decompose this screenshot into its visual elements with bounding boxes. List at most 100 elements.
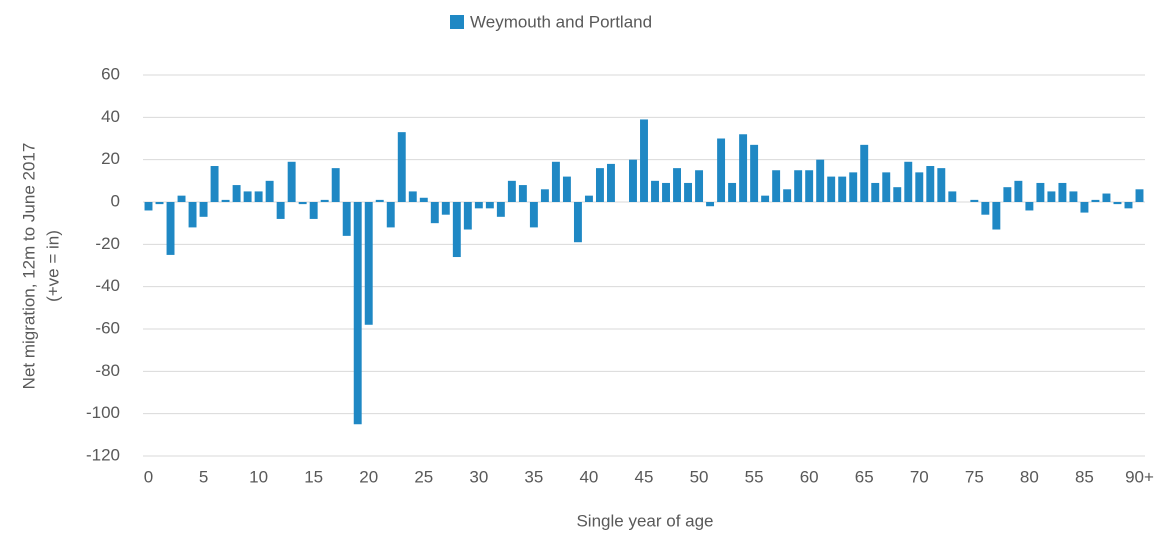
- bar: [540, 189, 549, 202]
- bar: [441, 202, 450, 215]
- bar: [827, 176, 836, 202]
- bar: [529, 202, 538, 228]
- bar: [386, 202, 395, 228]
- x-tick-label: 25: [414, 467, 433, 486]
- bar: [1058, 182, 1067, 202]
- bar: [177, 195, 186, 202]
- bar: [1069, 191, 1078, 202]
- bar: [926, 166, 935, 202]
- bar: [342, 202, 351, 236]
- bar: [1003, 187, 1012, 202]
- x-axis-title: Single year of age: [576, 511, 713, 530]
- bar: [1014, 180, 1023, 202]
- bar: [562, 176, 571, 202]
- bar: [1091, 199, 1100, 202]
- bar: [419, 197, 428, 202]
- bar: [573, 202, 582, 243]
- bar: [915, 172, 924, 202]
- bar: [1036, 182, 1045, 202]
- x-tick-label: 80: [1020, 467, 1039, 486]
- bar: [485, 202, 494, 209]
- bar: [276, 202, 285, 219]
- x-tick-label: 20: [359, 467, 378, 486]
- bar: [144, 202, 153, 211]
- bar: [1102, 193, 1111, 202]
- bar: [1113, 202, 1122, 205]
- bar: [375, 199, 384, 202]
- x-tick-label: 30: [469, 467, 488, 486]
- legend-label: Weymouth and Portland: [470, 12, 652, 31]
- y-tick-label: -20: [95, 234, 120, 253]
- y-tick-label: -60: [95, 318, 120, 337]
- bar: [706, 202, 715, 207]
- bar: [452, 202, 461, 258]
- bar: [695, 170, 704, 202]
- x-tick-label: 50: [690, 467, 709, 486]
- bar: [595, 168, 604, 202]
- bar: [805, 170, 814, 202]
- y-axis-title: Net migration, 12m to June 2017: [19, 143, 38, 390]
- bar: [1047, 191, 1056, 202]
- bar: [551, 161, 560, 202]
- bar: [1080, 202, 1089, 213]
- x-tick-label: 70: [910, 467, 929, 486]
- y-tick-label: -100: [86, 403, 120, 422]
- bar: [1124, 202, 1133, 209]
- y-axis-title: (+ve = in): [43, 230, 62, 302]
- bar: [353, 202, 362, 425]
- bar: [662, 182, 670, 202]
- bar: [981, 202, 990, 215]
- x-tick-label: 15: [304, 467, 323, 486]
- bar: [265, 180, 274, 202]
- bar: [1135, 189, 1144, 202]
- bar: [188, 202, 197, 228]
- bar: [761, 195, 770, 202]
- bar: [210, 166, 219, 202]
- bar: [871, 182, 880, 202]
- y-tick-label: 60: [101, 64, 120, 83]
- bar: [474, 202, 483, 209]
- y-tick-label: -80: [95, 361, 120, 380]
- bar: [232, 185, 241, 202]
- x-tick-label: 65: [855, 467, 874, 486]
- bar: [1025, 202, 1034, 211]
- bar: [970, 199, 979, 202]
- bar: [750, 144, 759, 202]
- bar: [607, 163, 615, 202]
- bar: [640, 119, 648, 202]
- bar: [584, 195, 593, 202]
- bar: [287, 161, 296, 202]
- x-tick-label: 40: [579, 467, 598, 486]
- x-tick-label: 55: [745, 467, 764, 486]
- bar: [397, 132, 406, 202]
- bar: [673, 168, 681, 202]
- bar: [309, 202, 318, 219]
- y-tick-label: -120: [86, 445, 120, 464]
- bar: [166, 202, 175, 255]
- x-tick-label: 90+: [1125, 467, 1154, 486]
- bar: [331, 168, 340, 202]
- bar: [937, 168, 946, 202]
- bar: [651, 180, 659, 202]
- bar: [992, 202, 1001, 230]
- y-tick-label: 40: [101, 107, 120, 126]
- bar: [860, 144, 869, 202]
- bar: [463, 202, 472, 230]
- bar: [408, 191, 417, 202]
- legend-swatch: [450, 15, 464, 29]
- bar: [518, 185, 527, 202]
- x-tick-label: 5: [199, 467, 208, 486]
- bar: [221, 199, 230, 202]
- bar: [948, 191, 957, 202]
- bar: [430, 202, 439, 224]
- bar: [629, 159, 637, 202]
- x-tick-label: 85: [1075, 467, 1094, 486]
- bar: [739, 134, 748, 202]
- bar: [496, 202, 505, 217]
- bar: [254, 191, 263, 202]
- bar: [816, 159, 825, 202]
- bar: [298, 202, 307, 205]
- bar: [717, 138, 726, 202]
- y-tick-label: 0: [111, 191, 120, 210]
